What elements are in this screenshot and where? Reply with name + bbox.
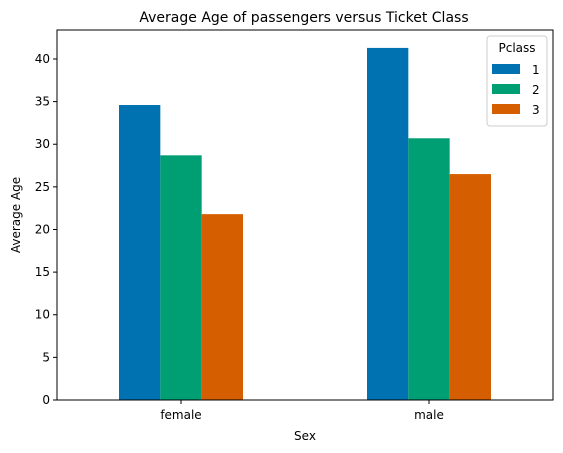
- bar-female-class-1: [119, 105, 161, 401]
- x-axis-ticks: female male: [160, 400, 444, 422]
- legend-items: 1 2 3: [492, 63, 540, 117]
- x-axis-label: Sex: [294, 429, 316, 443]
- y-tick-label: 0: [42, 393, 50, 407]
- legend-swatch-class-3: [492, 104, 520, 114]
- legend-label-class-2: 2: [532, 83, 540, 97]
- bar-male-class-1: [367, 47, 409, 401]
- y-axis-label: Average Age: [9, 177, 23, 253]
- bars-group: [119, 47, 491, 401]
- y-tick-label: 5: [42, 350, 50, 364]
- y-tick-label: 40: [35, 52, 50, 66]
- y-tick-label: 35: [35, 95, 50, 109]
- bar-male-class-2: [408, 138, 450, 400]
- x-tick-label-male: male: [414, 408, 444, 422]
- y-tick-label: 20: [35, 222, 50, 236]
- y-tick-label: 10: [35, 308, 50, 322]
- legend-label-class-1: 1: [532, 63, 540, 77]
- x-tick-label-female: female: [160, 408, 201, 422]
- legend-title: Pclass: [498, 41, 535, 55]
- chart-title: Average Age of passengers versus Ticket …: [139, 10, 468, 26]
- legend-swatch-class-1: [492, 64, 520, 74]
- legend-swatch-class-2: [492, 84, 520, 94]
- plot-frame: [56, 29, 554, 401]
- bar-male-class-3: [449, 174, 491, 400]
- bar-female-class-2: [160, 155, 202, 400]
- bar-female-class-3: [201, 214, 243, 400]
- legend-frame: [486, 35, 548, 127]
- legend: Pclass 1 2 3: [486, 35, 548, 127]
- legend-label-class-3: 3: [532, 103, 540, 117]
- y-tick-label: 15: [35, 265, 50, 279]
- y-axis-ticks: 0 5 10 15 20 25 30 35 40: [35, 52, 57, 407]
- y-tick-label: 25: [35, 180, 50, 194]
- y-tick-label: 30: [35, 137, 50, 151]
